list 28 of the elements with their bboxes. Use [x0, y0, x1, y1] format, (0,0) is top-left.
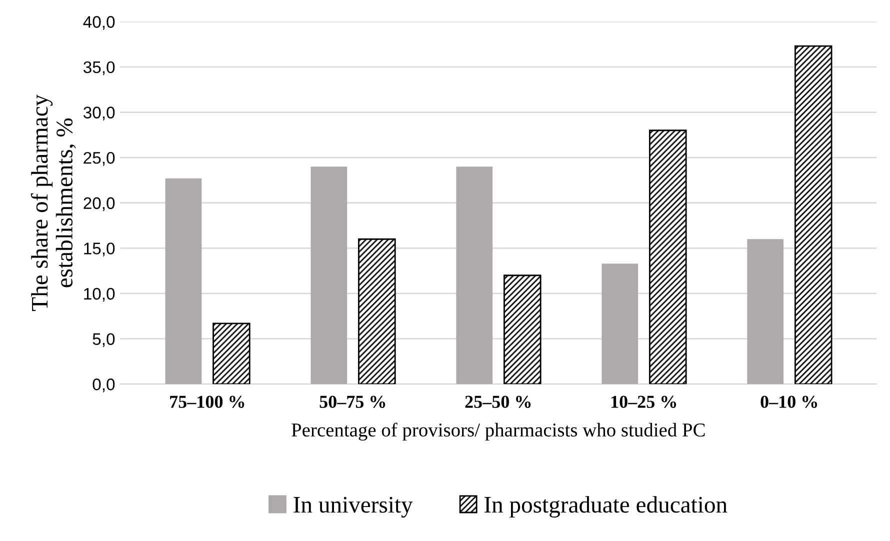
bar [212, 322, 250, 384]
bar [504, 274, 542, 384]
x-tick-label: 0–10 % [760, 396, 818, 408]
y-tick-label: 15,0 [84, 242, 115, 256]
y-axis-title: The share of pharmacy establishments, % [30, 94, 76, 311]
x-axis-title: Percentage of provisors/ pharmacists who studied PC [292, 422, 705, 441]
y-tick-label: 10,0 [84, 288, 115, 302]
y-tick-label: 0,0 [92, 378, 115, 392]
bar [794, 45, 832, 384]
bar [649, 130, 687, 384]
y-tick-label: 5,0 [92, 333, 115, 347]
x-tick-label: 10–25 % [611, 396, 676, 408]
x-tick-label: 50–75 % [320, 396, 386, 408]
legend-label: In postgraduate education [484, 496, 728, 518]
y-tick-label: 40,0 [83, 16, 115, 30]
bar [456, 166, 493, 384]
y-tick-label: 25,0 [84, 152, 115, 166]
legend-label: In university [294, 496, 413, 518]
x-tick-label: 25–50 % [465, 396, 531, 408]
bar [602, 264, 638, 384]
bar [310, 166, 348, 384]
bar [165, 178, 202, 384]
bar [358, 238, 396, 384]
y-tick-label: 35,0 [83, 61, 115, 76]
y-tick-label: 20,0 [84, 197, 115, 212]
y-tick-label: 30,0 [83, 106, 115, 120]
x-tick-label: 75–100 % [170, 396, 244, 408]
bar [747, 239, 784, 384]
